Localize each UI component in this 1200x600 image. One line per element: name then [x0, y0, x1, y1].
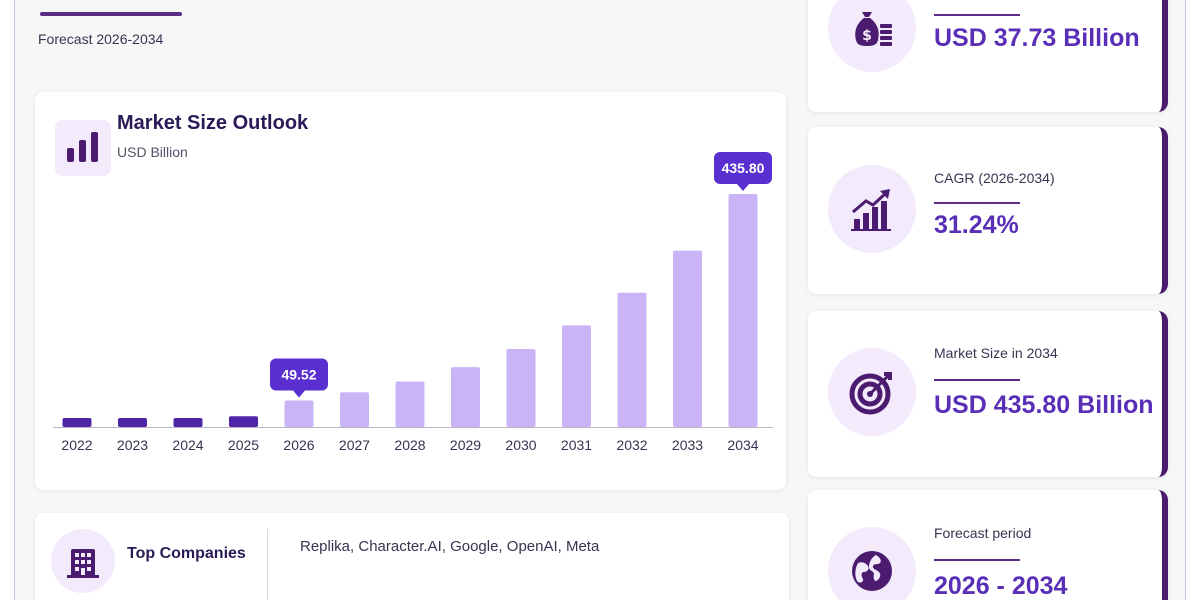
bar-2022 — [62, 418, 92, 427]
building-icon — [51, 529, 115, 593]
stat-rule — [934, 202, 1020, 204]
x-tick-label-2024: 2024 — [172, 437, 203, 453]
stat-card-cagr: CAGR (2026-2034) 31.24% — [808, 127, 1168, 294]
stat-label: CAGR (2026-2034) — [934, 170, 1055, 186]
data-label-2034: 435.80 — [714, 152, 772, 191]
stat-card-forecast-period: Forecast period 2026 - 2034 — [808, 490, 1168, 600]
stat-label: Market Size in 2034 — [934, 345, 1058, 361]
bar-2031 — [562, 325, 591, 427]
data-label-2026: 49.52 — [270, 358, 328, 398]
stat-value: 2026 - 2034 — [934, 572, 1068, 600]
svg-text:$: $ — [862, 28, 872, 44]
stat-value: USD 37.73 Billion — [934, 24, 1140, 52]
bar-2027 — [340, 392, 369, 427]
chart-unit: USD Billion — [117, 144, 188, 160]
globe-icon — [828, 527, 916, 600]
bar-2033 — [673, 250, 702, 427]
forecast-subtitle: Forecast 2026-2034 — [38, 31, 164, 47]
bar-chart: 2022 2023 2024 2025 2026 2027 2028 2029 2030 2031… — [53, 152, 773, 453]
stat-value: 31.24% — [934, 211, 1019, 239]
chart-title: Market Size Outlook — [117, 112, 309, 134]
companies-divider — [267, 529, 268, 600]
x-tick-label-2034: 2034 — [727, 437, 758, 453]
stat-card-market-size-2026: $ USD 37.73 Billion — [808, 0, 1168, 112]
bar-chart-icon — [55, 120, 111, 176]
top-companies-card: Top Companies Replika, Character.AI, Goo… — [35, 513, 789, 600]
svg-text:49.52: 49.52 — [281, 367, 316, 383]
growth-chart-icon — [828, 165, 916, 253]
top-companies-list: Replika, Character.AI, Google, OpenAI, M… — [300, 538, 600, 555]
bar-2025 — [229, 416, 258, 427]
bar-2030 — [506, 348, 536, 427]
bar-2028 — [395, 381, 425, 427]
bar-2023 — [118, 418, 147, 427]
x-tick-label-2023: 2023 — [117, 437, 148, 453]
x-tick-label-2033: 2033 — [672, 437, 703, 453]
top-companies-label: Top Companies — [127, 545, 246, 562]
bar-2026 — [284, 400, 314, 427]
bar-2034 — [728, 194, 758, 427]
market-size-chart-card: Market Size Outlook USD Billion 2022 2023… — [35, 92, 786, 490]
bar-2029 — [451, 367, 480, 427]
bar-2032 — [617, 292, 647, 427]
x-tick-label-2027: 2027 — [339, 437, 370, 453]
header-rule — [40, 12, 182, 16]
target-icon — [828, 348, 916, 436]
x-tick-label-2026: 2026 — [283, 437, 314, 453]
stat-rule — [934, 379, 1020, 381]
x-tick-label-2029: 2029 — [450, 437, 481, 453]
x-tick-label-2025: 2025 — [228, 437, 259, 453]
money-bag-icon: $ — [828, 0, 916, 72]
bar-2024 — [173, 418, 203, 427]
stat-value: USD 435.80 Billion — [934, 391, 1154, 419]
x-tick-label-2031: 2031 — [561, 437, 592, 453]
svg-text:435.80: 435.80 — [722, 160, 765, 176]
x-tick-label-2030: 2030 — [505, 437, 536, 453]
x-tick-label-2028: 2028 — [394, 437, 425, 453]
x-tick-label-2022: 2022 — [61, 437, 92, 453]
stat-rule — [934, 14, 1020, 16]
x-tick-label-2032: 2032 — [616, 437, 647, 453]
stat-card-market-size-2034: Market Size in 2034 USD 435.80 Billion — [808, 311, 1168, 477]
stat-label: Forecast period — [934, 525, 1032, 541]
stat-rule — [934, 559, 1020, 561]
